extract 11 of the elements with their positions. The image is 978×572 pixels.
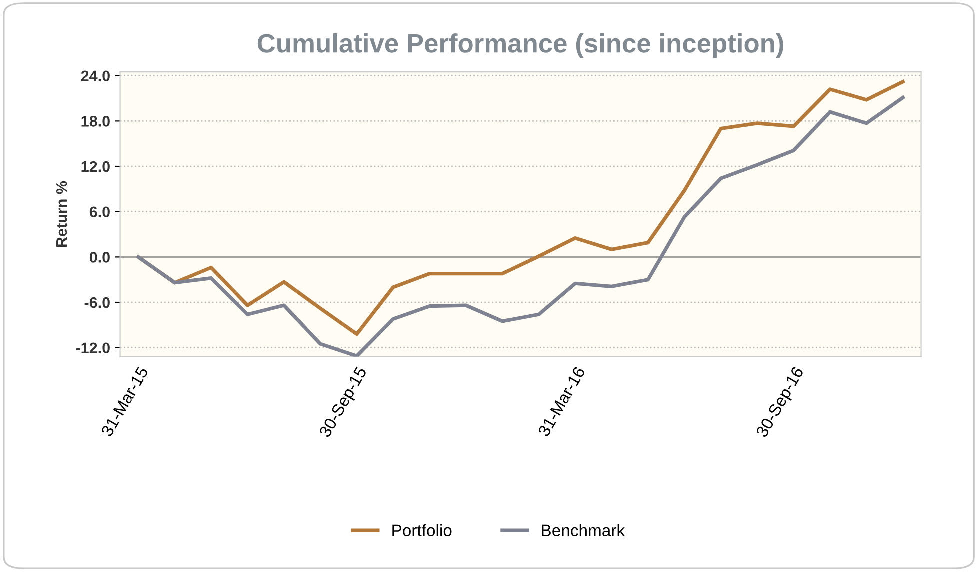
y-tick-label: 6.0 <box>90 206 110 218</box>
y-tick-label: 0.0 <box>90 252 110 263</box>
y-axis-title: Return % <box>56 181 68 248</box>
y-tick-label: 12.0 <box>82 161 110 172</box>
y-tick-label: -12.0 <box>76 342 110 354</box>
legend-label: Benchmark <box>542 524 626 537</box>
y-tick-label: 18.0 <box>82 116 110 127</box>
legend-label: Portfolio <box>392 524 452 537</box>
y-tick-label: 24.0 <box>81 70 110 82</box>
y-tick-label: -6.0 <box>84 297 110 308</box>
chart-title: Cumulative Performance (since inception) <box>258 34 784 58</box>
